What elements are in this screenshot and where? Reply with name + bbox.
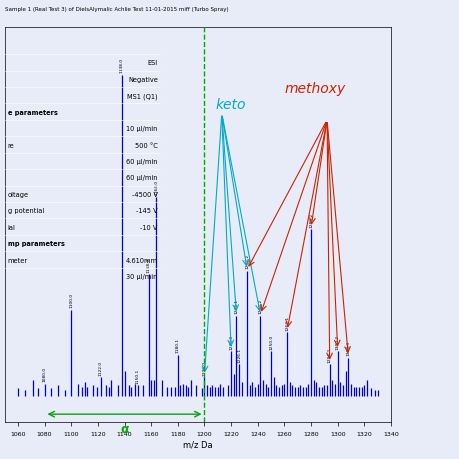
Text: 1220.0: 1220.0 <box>229 334 233 349</box>
Text: -10 V: -10 V <box>140 224 157 230</box>
Text: 1232.2: 1232.2 <box>245 254 249 269</box>
Text: α: α <box>120 422 129 435</box>
Text: re: re <box>8 142 14 148</box>
X-axis label: m/z Da: m/z Da <box>183 439 212 448</box>
Text: 1180.1: 1180.1 <box>175 337 179 353</box>
Text: 30 µl/min: 30 µl/min <box>126 274 157 280</box>
Text: 1150.1: 1150.1 <box>135 368 140 383</box>
Text: MS1 (Q1): MS1 (Q1) <box>127 93 157 99</box>
Text: 1294.2: 1294.2 <box>327 347 331 362</box>
Text: 60 µl/min: 60 µl/min <box>126 159 157 165</box>
Text: 60 µl/min: 60 µl/min <box>126 175 157 181</box>
Text: 1138.0: 1138.0 <box>120 58 123 73</box>
Text: 1100.0: 1100.0 <box>69 292 73 308</box>
Text: -145 V: -145 V <box>136 208 157 214</box>
Text: 1080.0: 1080.0 <box>43 366 46 381</box>
Text: 1250.0: 1250.0 <box>269 334 273 349</box>
Text: 1308.3: 1308.3 <box>346 341 350 356</box>
Text: mp parameters: mp parameters <box>8 241 64 246</box>
Text: 1226.1: 1226.1 <box>236 347 241 362</box>
Text: meter: meter <box>8 257 28 263</box>
Text: ESI: ESI <box>147 60 157 66</box>
Text: methoxy: methoxy <box>284 82 345 96</box>
Text: 1122.0: 1122.0 <box>98 360 102 375</box>
Text: 1224.1: 1224.1 <box>234 299 238 314</box>
Text: 1280.2: 1280.2 <box>308 212 313 227</box>
Text: 1200.0: 1200.0 <box>202 360 206 375</box>
Text: 1262.1: 1262.1 <box>285 315 288 330</box>
Text: e parameters: e parameters <box>8 109 57 116</box>
Text: 1242.2: 1242.2 <box>258 299 262 314</box>
Text: 500 °C: 500 °C <box>134 142 157 148</box>
Text: ial: ial <box>8 224 16 230</box>
Text: oltage: oltage <box>8 191 29 197</box>
Text: 1164.0: 1164.0 <box>154 180 158 195</box>
Text: Sample 1 (Real Test 3) of DielsAlymalic Achlie Test 11-01-2015 miff (Turbo Spray: Sample 1 (Real Test 3) of DielsAlymalic … <box>5 7 228 12</box>
Text: 4.610mm: 4.610mm <box>126 257 157 263</box>
Text: 1158.0: 1158.0 <box>146 257 150 272</box>
Text: Negative: Negative <box>128 77 157 83</box>
Text: 1300.2: 1300.2 <box>335 334 339 349</box>
Text: 10 µl/min: 10 µl/min <box>126 126 157 132</box>
Text: g potential: g potential <box>8 208 44 214</box>
Text: -4500 V: -4500 V <box>132 191 157 197</box>
Text: keto: keto <box>215 98 245 112</box>
